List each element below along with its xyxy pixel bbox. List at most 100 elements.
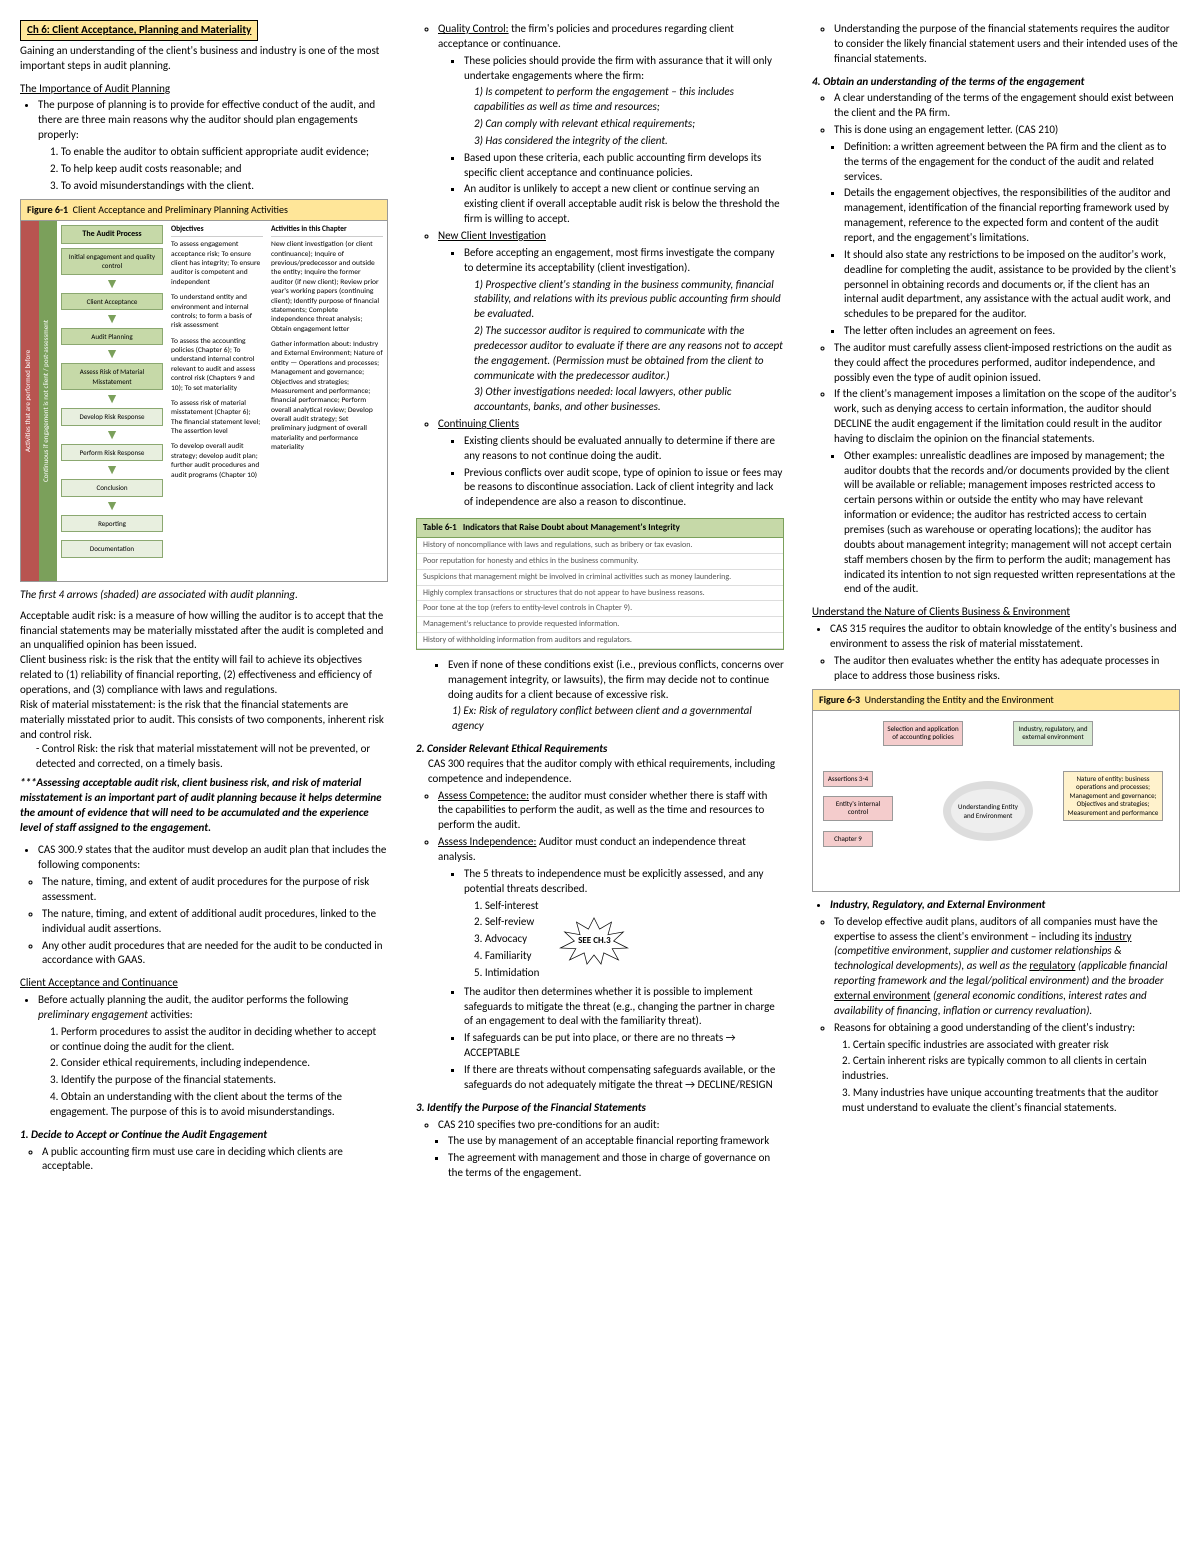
nci-heading: New Client Investigation — [438, 229, 546, 242]
fig61-act-1: Gather information about: Industry and E… — [271, 340, 383, 453]
cc-heading: Continuing Clients — [438, 417, 519, 430]
qc-b1: These policies should provide the firm w… — [464, 54, 784, 84]
threat-2: 2. Self-review — [438, 915, 539, 930]
fig61-obj-0: To assess engagement acceptance risk; To… — [171, 240, 263, 287]
cas300-i3: Any other audit procedures that are need… — [42, 939, 388, 969]
accept-a1: 1. Perform procedures to assist the audi… — [50, 1025, 388, 1055]
starburst-label: SEE CH.3 — [578, 935, 610, 947]
fig61-col1-head: The Audit Process — [61, 225, 163, 244]
threat-4: 4. Familiarity — [438, 949, 539, 964]
flow-node-2: Audit Planning — [61, 328, 163, 345]
step1-heading: 1. Decide to Accept or Continue the Audi… — [20, 1128, 388, 1143]
post64-b1: Even if none of these conditions exist (… — [448, 658, 784, 703]
fig61-obj-1: To understand entity and environment and… — [171, 293, 263, 331]
qc-heading: Quality Control: — [438, 22, 509, 35]
figure-6-3: Figure 6-3 Understanding the Entity and … — [812, 689, 1180, 892]
flow-node-5: Perform Risk Response — [61, 444, 163, 461]
arrow-down-icon: ▼ — [61, 279, 163, 289]
post64-b1a: 1) Ex: Risk of regulatory conflict betwe… — [452, 704, 752, 732]
fig65-n1: Selection and application of accounting … — [883, 721, 963, 746]
ire-r3: 3. Many industries have unique accountin… — [842, 1086, 1180, 1116]
accept-a4: 4. Obtain an understanding with the clie… — [50, 1090, 388, 1120]
flow-node-7: Reporting — [61, 515, 163, 532]
fig65-center: Understanding Entity and Environment — [943, 781, 1033, 841]
ai-b2: The auditor then determines whether it i… — [464, 985, 784, 1030]
fig65-n4: Nature of entity: business operations an… — [1063, 771, 1163, 821]
fig61-sidebar-left: Activities that are performed before — [21, 221, 39, 581]
flow-node-1: Client Acceptance — [61, 293, 163, 310]
accept-title: Client Acceptance and Continuance — [20, 976, 388, 991]
risk-p2: Client business risk: is the risk that t… — [20, 653, 388, 698]
fig61-obj-3: To assess risk of material misstatement … — [171, 399, 263, 437]
step3-b1: The use by management of an acceptable f… — [448, 1134, 784, 1149]
arrow-down-icon: ▼ — [61, 465, 163, 475]
qc-n2: 2) Can comply with relevant ethical requ… — [474, 117, 695, 130]
arrow-down-icon: ▼ — [61, 430, 163, 440]
fig65-n5: Chapter 9 — [823, 831, 873, 847]
table64-r6: Management's reluctance to provide reque… — [417, 617, 783, 633]
step3-lead: CAS 210 specifies two pre-conditions for… — [438, 1118, 784, 1133]
accept-lead: Before actually planning the audit, the … — [38, 993, 348, 1021]
qc-b3: An auditor is unlikely to accept a new c… — [464, 182, 784, 227]
ire-o2: Reasons for obtaining a good understandi… — [834, 1021, 1180, 1036]
nci-n1: 1) Prospective client's standing in the … — [474, 278, 781, 321]
ac-heading: Assess Competence: — [438, 789, 529, 802]
step4-b5: Other examples: unrealistic deadlines ar… — [844, 449, 1180, 597]
table-6-1: Table 6-1 Indicators that Raise Doubt ab… — [416, 518, 784, 650]
fig65-n6: Assertions 3-4 — [823, 771, 873, 787]
fig65-n2: Industry, regulatory, and external envir… — [1013, 721, 1093, 746]
fig61-title: Client Acceptance and Preliminary Planni… — [73, 203, 288, 216]
importance-title: The Importance of Audit Planning — [20, 82, 388, 97]
flow-node-8: Documentation — [61, 540, 163, 557]
fig65-title: Understanding the Entity and the Environ… — [865, 693, 1054, 706]
fig65-n3: Entity's internal control — [823, 796, 893, 821]
importance-lead: The purpose of planning is to provide fo… — [38, 98, 388, 143]
step3-heading: 3. Identify the Purpose of the Financial… — [416, 1101, 784, 1116]
fig61-sidebar-right: Continuous if engagement is not client /… — [39, 221, 57, 581]
fig61-footnote: The first 4 arrows (shaded) are associat… — [20, 588, 388, 603]
cas300-i2: The nature, timing, and extent of additi… — [42, 907, 388, 937]
importance-r2: 2. To help keep audit costs reasonable; … — [50, 162, 388, 177]
fig61-col2-head: Objectives — [171, 225, 263, 237]
fig61-label: Figure 6-1 — [27, 203, 68, 216]
table64-r4: Highly complex transactions or structure… — [417, 586, 783, 602]
arrow-down-icon: ▼ — [61, 501, 163, 511]
risk-p3a: Control Risk: the risk that material mis… — [36, 742, 370, 770]
ai-heading: Assess Independence: — [438, 835, 536, 848]
nature-o1: The auditor then evaluates whether the e… — [834, 654, 1180, 684]
step4-o1: A clear understanding of the terms of th… — [834, 91, 1180, 121]
column-2: Quality Control: the firm's policies and… — [416, 20, 784, 1183]
qc-n3: 3) Has considered the integrity of the c… — [474, 134, 668, 147]
step4-b1: Definition: a written agreement between … — [844, 140, 1180, 185]
column-3: Understanding the purpose of the financi… — [812, 20, 1180, 1183]
step4-b3: It should also state any restrictions to… — [844, 248, 1180, 322]
flow-node-6: Conclusion — [61, 479, 163, 496]
cc-b2: Previous conflicts over audit scope, typ… — [464, 466, 784, 511]
nature-title: Understand the Nature of Clients Busines… — [812, 605, 1180, 620]
qc-b2: Based upon these criteria, each public a… — [464, 151, 784, 181]
arrow-down-icon: ▼ — [61, 349, 163, 359]
step3-b2: The agreement with management and those … — [448, 1151, 784, 1181]
ai-b3: If safeguards can be put into place, or … — [464, 1031, 784, 1061]
table64-r2: Poor reputation for honesty and ethics i… — [417, 554, 783, 570]
table64-r3: Suspicions that management might be invo… — [417, 570, 783, 586]
step4-b4: The letter often includes an agreement o… — [844, 324, 1180, 339]
starburst-icon: SEE CH.3 — [559, 916, 629, 966]
fig61-act-0: New client investigation (or client cont… — [271, 240, 383, 334]
step3-o1: Understanding the purpose of the financi… — [834, 22, 1180, 67]
ai-b4: If there are threats without compensatin… — [464, 1063, 784, 1093]
flow-node-4: Develop Risk Response — [61, 408, 163, 425]
threat-1: 1. Self-interest — [438, 899, 539, 914]
figure-6-1: Figure 6-1 Client Acceptance and Prelimi… — [20, 199, 388, 582]
chapter-header: Ch 6: Client Acceptance, Planning and Ma… — [20, 20, 258, 41]
risk-p3: Risk of material misstatement: is the ri… — [20, 698, 388, 743]
nci-n2: 2) The successor auditor is required to … — [474, 324, 783, 382]
fig61-obj-2: To assess the accounting policies (Chapt… — [171, 337, 263, 393]
flow-node-0: Initial engagement and quality control — [61, 248, 163, 275]
importance-r1: 1. To enable the auditor to obtain suffi… — [50, 145, 388, 160]
fig65-label: Figure 6-3 — [819, 693, 860, 706]
cas300-i1: The nature, timing, and extent of audit … — [42, 875, 388, 905]
cc-b1: Existing clients should be evaluated ann… — [464, 434, 784, 464]
table64-r7: History of withholding information from … — [417, 633, 783, 649]
step2-lead: CAS 300 requires that the auditor comply… — [416, 757, 784, 787]
